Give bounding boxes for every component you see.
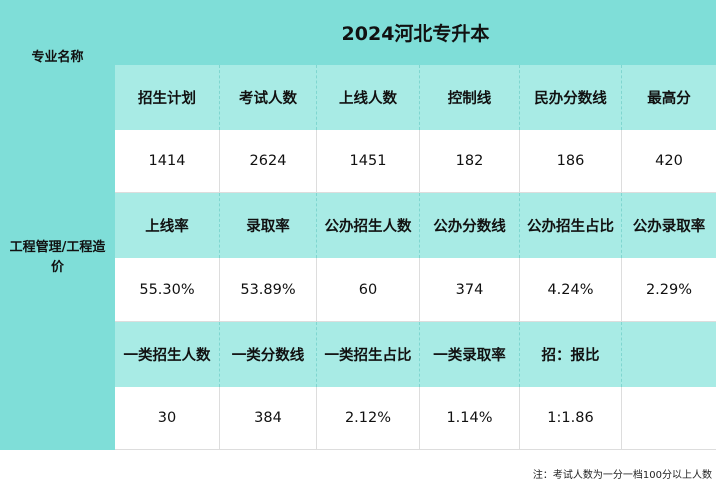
column-label: 一类分数线 [220,322,317,387]
table-cell: 1.14% [420,387,520,449]
table-cell: 374 [420,258,520,321]
column-label: 招生计划 [115,65,220,130]
table-cell: 2.12% [317,387,420,449]
table-cell: 1451 [317,130,420,192]
table-cell: 1414 [115,130,220,192]
column-label [622,322,716,387]
page-title: 2024河北专升本 [115,0,716,65]
column-label: 考试人数 [220,65,317,130]
header-row: 上线率 录取率 公办招生人数 公办分数线 公办招生占比 公办录取率 [115,193,716,258]
footnote: 注：考试人数为一分一档100分以上人数 [532,470,712,481]
column-label: 录取率 [220,193,317,258]
left-column [0,0,115,450]
column-label: 一类招生占比 [317,322,420,387]
column-label: 公办招生人数 [317,193,420,258]
table-cell: 384 [220,387,317,449]
column-label: 上线人数 [317,65,420,130]
column-label: 一类录取率 [420,322,520,387]
column-label: 民办分数线 [520,65,622,130]
table-cell: 4.24% [520,258,622,321]
major-header: 专业名称 [31,49,84,65]
column-label: 最高分 [647,91,691,107]
table-cell: 186 [520,130,622,192]
table-cell: 2.29% [645,281,693,298]
table-cell: 420 [655,153,683,169]
value-row: 55.30% 53.89% 60 374 4.24% 2.29% [115,258,716,322]
value-row: 30 384 2.12% 1.14% 1:1.86 [115,387,716,450]
header-row: 招生计划 考试人数 上线人数 控制线 民办分数线 最高分 [115,65,716,130]
table-cell: 1:1.86 [520,387,622,449]
column-label: 一类招生人数 [115,322,220,387]
table-cell: 30 [115,387,220,449]
table-cell: 60 [317,258,420,321]
column-label: 公办录取率 [632,219,706,235]
major-name: 工程管理/工程造价 [9,239,106,275]
table-cell: 55.30% [115,258,220,321]
value-row: 1414 2624 1451 182 186 420 [115,130,716,193]
table-cell: 53.89% [220,258,317,321]
table-cell: 182 [420,130,520,192]
header-row: 一类招生人数 一类分数线 一类招生占比 一类录取率 招：报比 [115,322,716,387]
column-label: 公办分数线 [420,193,520,258]
column-label: 招：报比 [520,322,622,387]
table-cell: 2624 [220,130,317,192]
table-cell [622,387,716,449]
column-label: 公办招生占比 [520,193,622,258]
column-label: 控制线 [420,65,520,130]
column-label: 上线率 [115,193,220,258]
